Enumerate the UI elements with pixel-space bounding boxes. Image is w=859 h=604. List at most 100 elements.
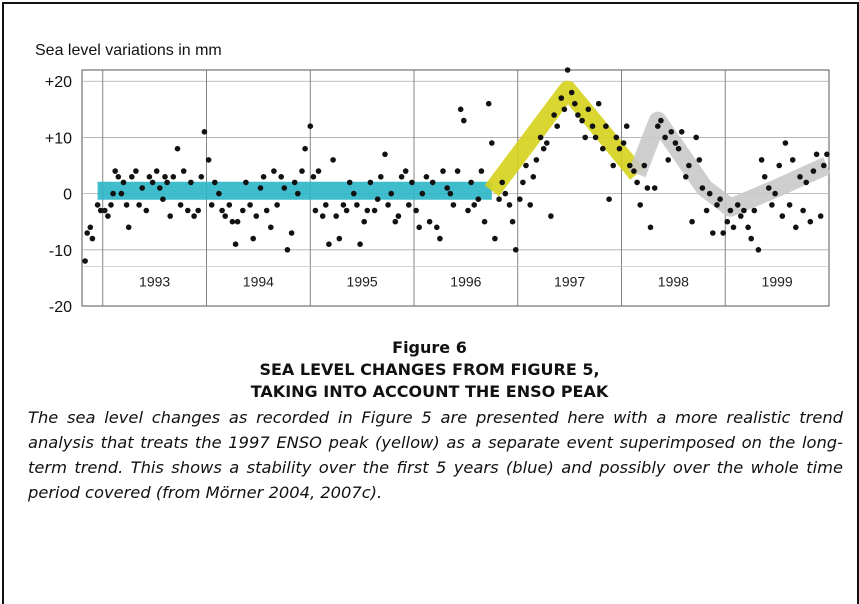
data-point xyxy=(426,218,433,225)
data-point xyxy=(517,196,523,202)
data-point xyxy=(575,112,581,118)
data-point xyxy=(699,185,706,191)
data-point xyxy=(471,202,478,208)
y-axis-label: Sea level variations in mm xyxy=(35,42,222,59)
data-point xyxy=(672,140,679,146)
data-point xyxy=(118,190,125,197)
data-point xyxy=(378,174,384,180)
data-point xyxy=(551,112,557,118)
data-point xyxy=(589,123,596,129)
data-point xyxy=(782,140,789,146)
data-point xyxy=(579,117,585,124)
data-point xyxy=(772,190,778,197)
data-point xyxy=(506,202,513,208)
data-point xyxy=(302,145,308,152)
trend-band xyxy=(628,111,831,217)
data-point xyxy=(512,247,519,253)
data-point xyxy=(651,185,658,191)
data-point xyxy=(800,207,806,214)
data-point xyxy=(803,179,809,186)
y-tick-label: -20 xyxy=(49,299,72,316)
data-point xyxy=(257,185,264,191)
data-point xyxy=(333,213,340,219)
data-point xyxy=(346,179,353,186)
data-point xyxy=(295,190,301,197)
figure-label: Figure 6 xyxy=(392,338,467,357)
data-point xyxy=(312,207,319,214)
data-point xyxy=(537,134,544,141)
data-point xyxy=(564,67,571,73)
data-point xyxy=(779,213,786,219)
data-point xyxy=(406,202,412,208)
data-point xyxy=(340,202,347,208)
data-point xyxy=(440,168,446,174)
data-point xyxy=(606,196,612,202)
data-point xyxy=(468,179,474,186)
data-point xyxy=(288,230,295,236)
data-point xyxy=(82,258,88,264)
data-point xyxy=(686,162,692,169)
data-point xyxy=(461,117,467,124)
year-label-1994: 1994 xyxy=(243,273,274,289)
data-point xyxy=(268,224,274,231)
data-point xyxy=(260,174,267,180)
data-point xyxy=(250,235,256,242)
data-point xyxy=(284,247,291,253)
data-point xyxy=(810,168,817,174)
data-point xyxy=(454,168,461,174)
data-point xyxy=(807,218,814,225)
data-point xyxy=(616,145,623,152)
data-point xyxy=(326,241,332,247)
data-point xyxy=(444,185,451,191)
data-point xyxy=(527,202,533,208)
data-point xyxy=(475,196,482,202)
data-point xyxy=(502,190,509,197)
data-point xyxy=(748,235,754,242)
data-point xyxy=(167,213,173,219)
data-point xyxy=(813,151,820,158)
data-point xyxy=(409,179,415,186)
data-point xyxy=(87,224,94,231)
data-point xyxy=(530,174,537,180)
data-point xyxy=(398,174,405,180)
data-point xyxy=(554,123,560,129)
data-point xyxy=(603,123,609,129)
data-point xyxy=(212,179,218,186)
data-point xyxy=(741,207,747,214)
data-point xyxy=(291,179,298,186)
data-point xyxy=(678,129,685,135)
trend-band xyxy=(484,80,645,197)
data-point xyxy=(160,196,166,202)
data-point xyxy=(177,202,184,208)
data-point xyxy=(89,235,96,242)
data-point xyxy=(243,179,249,186)
data-point xyxy=(644,185,651,191)
data-point xyxy=(278,174,285,180)
data-point xyxy=(582,134,588,141)
data-point xyxy=(429,179,436,186)
data-point xyxy=(315,168,322,174)
data-point xyxy=(105,213,111,219)
data-point xyxy=(351,190,357,197)
data-point xyxy=(730,224,737,231)
data-point xyxy=(361,218,368,225)
data-point xyxy=(720,230,726,236)
data-point xyxy=(595,100,602,107)
data-point xyxy=(195,207,201,214)
data-point xyxy=(94,202,101,208)
data-point xyxy=(222,213,228,219)
data-point xyxy=(620,140,627,146)
data-point xyxy=(343,207,350,214)
data-point xyxy=(600,145,606,152)
data-point xyxy=(717,196,723,202)
data-point xyxy=(634,179,640,186)
data-point xyxy=(153,168,160,174)
data-point xyxy=(146,174,153,180)
figure-title-line-1: SEA LEVEL CHANGES FROM FIGURE 5, xyxy=(259,360,600,379)
year-label-1997: 1997 xyxy=(554,273,585,289)
data-point xyxy=(658,117,664,124)
data-point xyxy=(392,218,399,225)
data-point xyxy=(229,218,236,225)
data-point xyxy=(364,207,371,214)
data-point xyxy=(738,213,744,219)
